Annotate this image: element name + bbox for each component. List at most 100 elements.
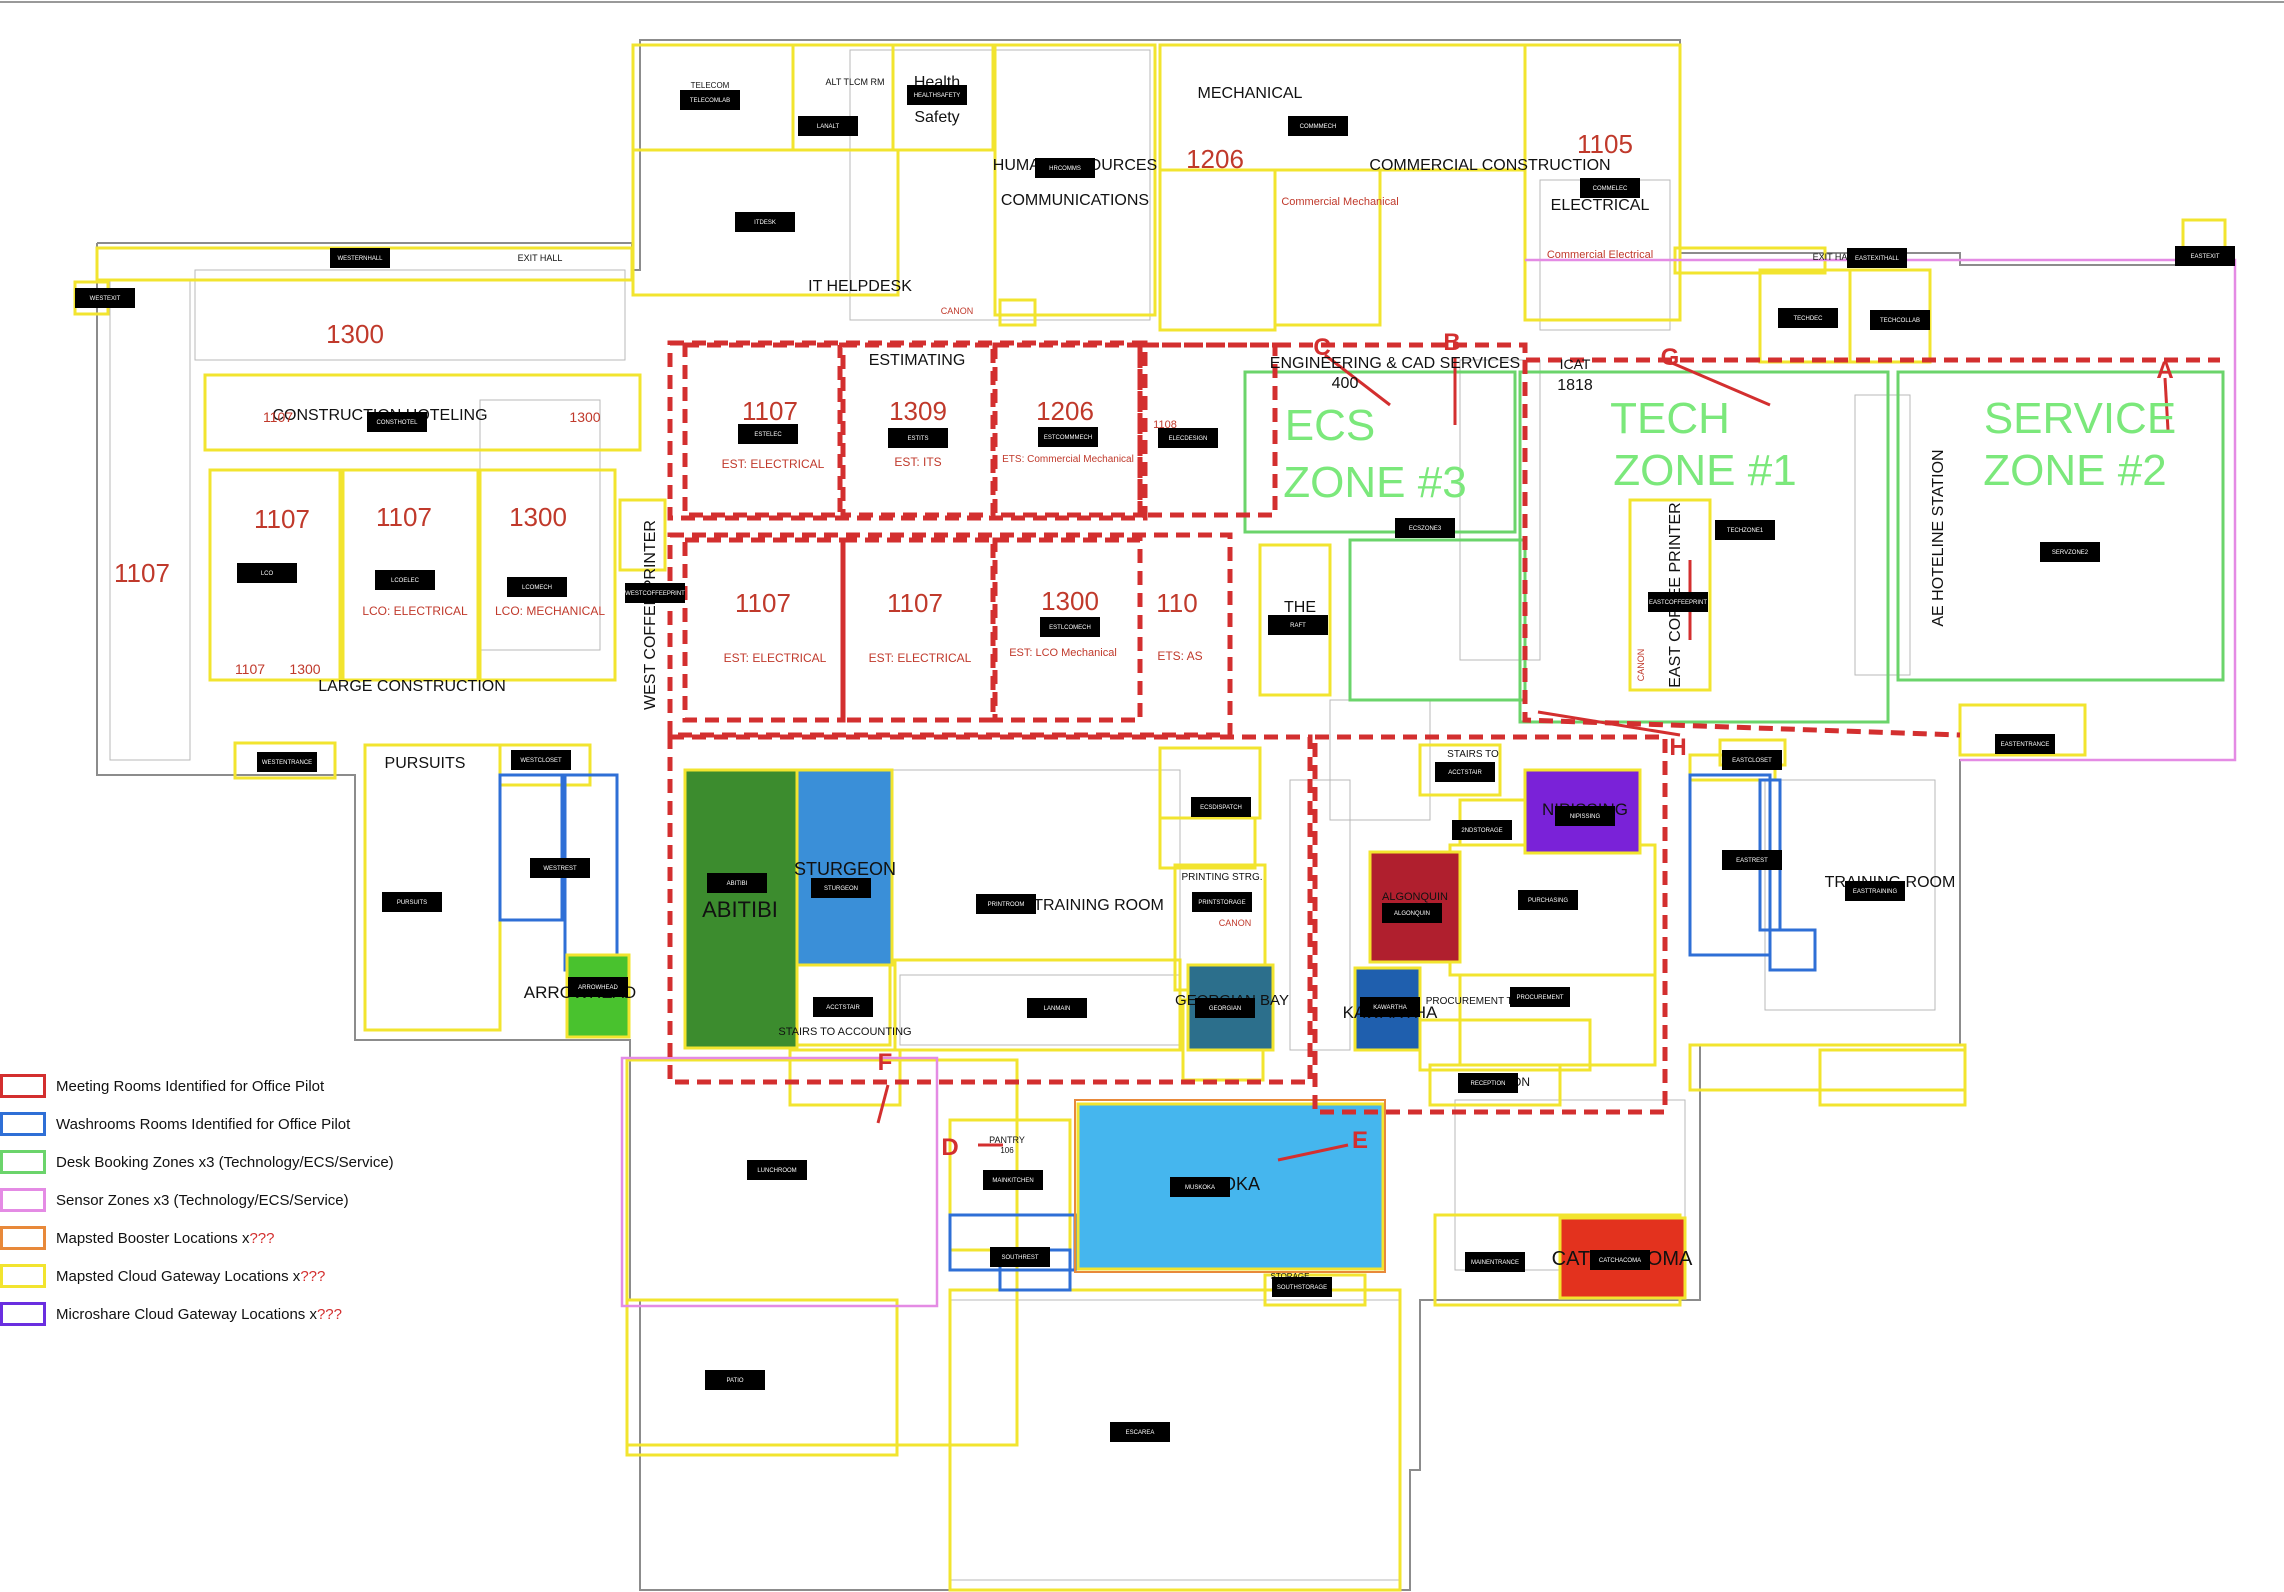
num-1206-est: 1206 [1036, 396, 1094, 426]
num-1107-b: 1107 [376, 502, 432, 532]
label-printing-strg: PRINTING STRG. [1181, 872, 1262, 883]
gateway-tag-reception: RECEPTION [1458, 1073, 1518, 1093]
svg-text:ESTITS: ESTITS [907, 436, 928, 442]
gateway-tag-westcoffeeprint: WESTCOFFEEPRINT [625, 583, 685, 603]
svg-text:TECHCOLLAB: TECHCOLLAB [1880, 318, 1920, 324]
num-1107-est3: 1107 [887, 588, 943, 618]
sub-lco-mechanical: LCO: MECHANICAL [495, 604, 605, 618]
svg-text:LCOELEC: LCOELEC [391, 578, 420, 584]
gateway-tag-patio: PATIO [705, 1370, 765, 1390]
gateway-tag-raft: RAFT [1268, 615, 1328, 635]
gateway-tag-estelec: ESTELEC [738, 424, 798, 444]
gateway-tag-eastcoffeeprint: EASTCOFFEEPRINT [1648, 592, 1708, 612]
zone-ecs-line2: ZONE #3 [1283, 458, 1466, 507]
gateway-tag-healthsafety: HEALTHSAFETY [907, 85, 967, 105]
svg-text:SOUTHREST: SOUTHREST [1001, 1255, 1038, 1261]
gateway-tag-westerthall: WESTERNHALL [330, 248, 390, 268]
label-telecom: TELECOM [691, 81, 730, 90]
legend-item: Meeting Rooms Identified for Office Pilo… [0, 1067, 420, 1105]
num-1300-hotel: 1300 [569, 409, 600, 425]
svg-text:MAINENTRANCE: MAINENTRANCE [1471, 1260, 1519, 1266]
label-commercial-construction: COMMERCIAL CONSTRUCTION [1369, 157, 1610, 174]
gateway-tag-acctstair: ACCTSTAIR [813, 997, 873, 1017]
gateway-tag-catchacoma: CATCHACOMA [1590, 1250, 1650, 1270]
gateway-tag-lco: LCO [237, 563, 297, 583]
desk-booking-zones [1243, 370, 2225, 724]
gateway-tag-procurement: PROCUREMENT [1510, 987, 1570, 1007]
svg-text:EASTREST: EASTREST [1736, 858, 1768, 864]
svg-text:2NDSTORAGE: 2NDSTORAGE [1461, 828, 1502, 834]
label-engineering-cad: ENGINEERING & CAD SERVICES [1270, 355, 1520, 372]
num-1107-small: 1107 [235, 661, 265, 677]
gateway-tag-techcollab: TECHCOLLAB [1870, 310, 1930, 330]
svg-text:ARROWHEAD: ARROWHEAD [578, 985, 618, 991]
svg-text:RECEPTION: RECEPTION [1470, 1081, 1505, 1087]
legend-item: Mapsted Booster Locations x??? [0, 1219, 420, 1257]
gateway-tags: TELECOMLAB LANALT HEALTHSAFETY HRCOMMS COMMM… [75, 85, 2235, 1442]
svg-text:LANALT: LANALT [817, 124, 840, 130]
svg-text:LCOMECH: LCOMECH [522, 585, 552, 591]
svg-text:CATCHACOMA: CATCHACOMA [1599, 1258, 1641, 1264]
legend-label: Washrooms Rooms Identified for Office Pi… [56, 1115, 351, 1133]
num-1300-a: 1300 [326, 319, 384, 349]
gateway-tag-lanalt: LANALT [798, 116, 858, 136]
num-1300-small: 1300 [289, 661, 320, 677]
gateway-tag-eastentrance: EASTENTRANCE [1995, 734, 2055, 754]
marker-d: D [941, 1134, 958, 1161]
gateway-tag-itdesk: ITDESK [735, 212, 795, 232]
label-procurement-team: PROCUREMENT TEAM [1426, 996, 1535, 1007]
svg-text:PROCUREMENT: PROCUREMENT [1516, 995, 1563, 1001]
marker-a: A [2156, 357, 2173, 384]
legend-swatch [0, 1302, 46, 1326]
svg-text:SOUTHSTORAGE: SOUTHSTORAGE [1277, 1285, 1327, 1291]
svg-text:SERVZONE2: SERVZONE2 [2052, 550, 2089, 556]
gateway-tag-ecsdispatch: ECSDISPATCH [1191, 797, 1251, 817]
legend-item: Washrooms Rooms Identified for Office Pi… [0, 1105, 420, 1143]
svg-text:PRINTROOM: PRINTROOM [988, 902, 1025, 908]
svg-text:ELECDESIGN: ELECDESIGN [1169, 436, 1208, 442]
svg-text:HRCOMMS: HRCOMMS [1049, 166, 1081, 172]
gateway-tag-sturgeon: STURGEON [811, 878, 871, 898]
svg-text:EASTTRAINING: EASTTRAINING [1853, 889, 1898, 895]
legend-swatch [0, 1226, 46, 1250]
gateway-tag-muskoka: MUSKOKA [1170, 1177, 1230, 1197]
label-stairs-to: STAIRS TO [1447, 749, 1499, 760]
label-canon-3: CANON [1636, 649, 1646, 682]
num-1818: 1818 [1557, 377, 1593, 394]
sub-lco-electrical: LCO: ELECTRICAL [362, 604, 468, 618]
label-safety: Safety [914, 109, 959, 126]
gateway-tag-algonquin: ALGONQUIN [1382, 903, 1442, 923]
svg-text:EASTENTRANCE: EASTENTRANCE [2001, 742, 2050, 748]
svg-text:NIPISSING: NIPISSING [1570, 814, 1601, 820]
legend-item: Microshare Cloud Gateway Locations x??? [0, 1295, 420, 1333]
svg-text:WESTENTRANCE: WESTENTRANCE [262, 760, 312, 766]
svg-text:COMMMECH: COMMMECH [1300, 124, 1337, 130]
gateway-tag-arrowhead: ARROWHEAD [568, 977, 628, 997]
label-alt-tlcm: ALT TLCM RM [825, 77, 884, 87]
building-outline [96, 39, 2236, 1591]
sub-est-lco: EST: LCO Mechanical [1009, 647, 1117, 659]
gateway-tag-2ndstorage: 2NDSTORAGE [1452, 820, 1512, 840]
label-large-construction: LARGE CONSTRUCTION [318, 678, 506, 695]
svg-text:LANMAIN: LANMAIN [1044, 1006, 1071, 1012]
zone-service-line2: ZONE #2 [1983, 446, 2166, 495]
gateway-tag-westentrance: WESTENTRANCE [257, 752, 317, 772]
sub-est-electrical3: EST: ELECTRICAL [869, 651, 972, 665]
gateway-tag-ecszone3: ECSZONE3 [1395, 518, 1455, 538]
num-1300-est: 1300 [1041, 586, 1099, 616]
svg-text:ABITIBI: ABITIBI [727, 881, 748, 887]
gateway-outlines [73, 43, 2227, 1592]
label-canon-1: CANON [941, 306, 974, 316]
num-1107-est: 1107 [742, 396, 798, 426]
svg-text:PATIO: PATIO [726, 1378, 743, 1384]
legend-label: Sensor Zones x3 (Technology/ECS/Service) [56, 1191, 349, 1209]
marker-h: H [1669, 734, 1686, 761]
svg-text:ACCTSTAIR: ACCTSTAIR [826, 1005, 860, 1011]
legend-swatch [0, 1112, 46, 1136]
num-1107-hotel: 1107 [263, 409, 293, 425]
label-icat: ICAT [1560, 356, 1591, 372]
legend-item: Desk Booking Zones x3 (Technology/ECS/Se… [0, 1143, 420, 1181]
svg-text:EASTCLOSET: EASTCLOSET [1732, 758, 1772, 764]
svg-text:ESCAREA: ESCAREA [1126, 1430, 1155, 1436]
svg-text:COMMELEC: COMMELEC [1593, 186, 1628, 192]
